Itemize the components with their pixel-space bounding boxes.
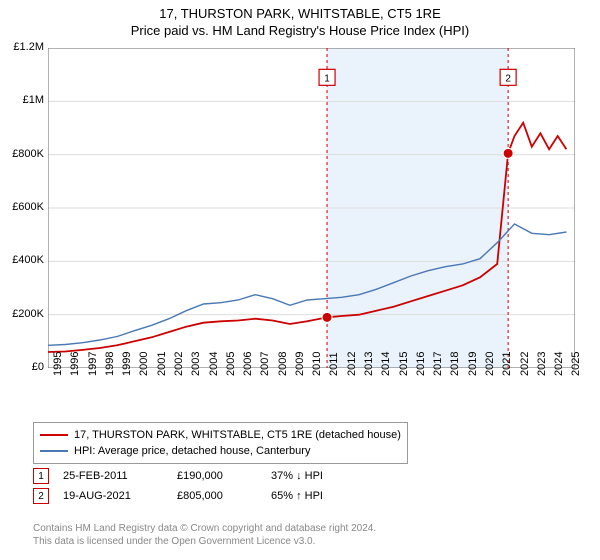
legend-swatch — [40, 450, 68, 452]
x-tick-label: 2013 — [363, 352, 375, 376]
x-tick-label: 2011 — [328, 352, 340, 376]
x-tick-label: 1999 — [121, 352, 133, 376]
y-tick-label: £1M — [0, 94, 44, 106]
x-tick-label: 2005 — [225, 352, 237, 376]
x-tick-label: 2006 — [242, 352, 254, 376]
x-tick-label: 2000 — [138, 352, 150, 376]
x-tick-label: 1997 — [87, 352, 99, 376]
x-tick-label: 2024 — [553, 352, 565, 376]
x-tick-label: 2023 — [536, 352, 548, 376]
y-tick-label: £200K — [0, 308, 44, 320]
legend-item: 17, THURSTON PARK, WHITSTABLE, CT5 1RE (… — [40, 427, 401, 443]
x-tick-label: 2021 — [501, 352, 513, 376]
x-tick-label: 2008 — [277, 352, 289, 376]
x-tick-label: 2009 — [294, 352, 306, 376]
x-tick-label: 2007 — [259, 352, 271, 376]
legend-swatch — [40, 434, 68, 436]
transaction-hpi: 65% ↑ HPI — [271, 490, 371, 502]
legend-label: 17, THURSTON PARK, WHITSTABLE, CT5 1RE (… — [74, 429, 401, 441]
transaction-price: £805,000 — [177, 490, 257, 502]
x-tick-label: 2003 — [190, 352, 202, 376]
x-tick-label: 2002 — [173, 352, 185, 376]
chart-container: 17, THURSTON PARK, WHITSTABLE, CT5 1RE P… — [0, 0, 600, 560]
x-tick-label: 2010 — [311, 352, 323, 376]
x-tick-label: 2019 — [467, 352, 479, 376]
transaction-price: £190,000 — [177, 470, 257, 482]
transaction-hpi: 37% ↓ HPI — [271, 470, 371, 482]
footer-line-1: Contains HM Land Registry data © Crown c… — [33, 522, 376, 535]
x-tick-label: 1996 — [69, 352, 81, 376]
y-tick-label: £600K — [0, 201, 44, 213]
svg-text:2: 2 — [505, 73, 511, 84]
x-tick-label: 1995 — [52, 352, 64, 376]
x-tick-label: 2016 — [415, 352, 427, 376]
y-tick-label: £400K — [0, 254, 44, 266]
x-tick-label: 2004 — [208, 352, 220, 376]
x-tick-label: 1998 — [104, 352, 116, 376]
marker-badge: 1 — [33, 468, 49, 484]
y-tick-label: £800K — [0, 148, 44, 160]
chart-plot: 12 — [48, 48, 575, 368]
x-tick-label: 2012 — [346, 352, 358, 376]
chart-title: 17, THURSTON PARK, WHITSTABLE, CT5 1RE — [0, 0, 600, 21]
transaction-date: 25-FEB-2011 — [63, 470, 163, 482]
x-tick-label: 2018 — [449, 352, 461, 376]
transaction-row: 2 19-AUG-2021 £805,000 65% ↑ HPI — [33, 486, 371, 506]
footer-attribution: Contains HM Land Registry data © Crown c… — [33, 522, 376, 548]
legend-item: HPI: Average price, detached house, Cant… — [40, 443, 401, 459]
footer-line-2: This data is licensed under the Open Gov… — [33, 535, 376, 548]
y-tick-label: £1.2M — [0, 41, 44, 53]
transaction-date: 19-AUG-2021 — [63, 490, 163, 502]
y-tick-label: £0 — [0, 361, 44, 373]
legend-label: HPI: Average price, detached house, Cant… — [74, 445, 310, 457]
x-tick-label: 2017 — [432, 352, 444, 376]
chart-subtitle: Price paid vs. HM Land Registry's House … — [0, 21, 600, 42]
svg-text:1: 1 — [324, 73, 330, 84]
legend-box: 17, THURSTON PARK, WHITSTABLE, CT5 1RE (… — [33, 422, 408, 464]
x-tick-label: 2025 — [570, 352, 582, 376]
transaction-table: 1 25-FEB-2011 £190,000 37% ↓ HPI 2 19-AUG-202… — [33, 466, 371, 506]
x-tick-label: 2014 — [380, 352, 392, 376]
x-tick-label: 2001 — [156, 352, 168, 376]
transaction-row: 1 25-FEB-2011 £190,000 37% ↓ HPI — [33, 466, 371, 486]
x-tick-label: 2015 — [398, 352, 410, 376]
x-tick-label: 2022 — [519, 352, 531, 376]
marker-badge: 2 — [33, 488, 49, 504]
x-tick-label: 2020 — [484, 352, 496, 376]
